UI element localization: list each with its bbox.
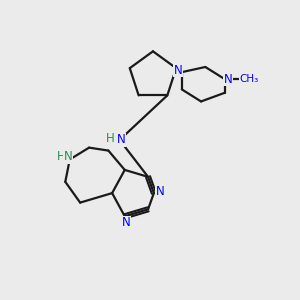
Text: N: N bbox=[64, 150, 73, 163]
Text: N: N bbox=[122, 216, 130, 229]
Text: H: H bbox=[106, 132, 115, 145]
Text: N: N bbox=[156, 185, 165, 198]
Text: N: N bbox=[224, 73, 233, 85]
Text: N: N bbox=[174, 64, 183, 76]
Text: CH₃: CH₃ bbox=[240, 74, 259, 84]
Text: H: H bbox=[57, 150, 66, 163]
Text: N: N bbox=[117, 133, 125, 146]
